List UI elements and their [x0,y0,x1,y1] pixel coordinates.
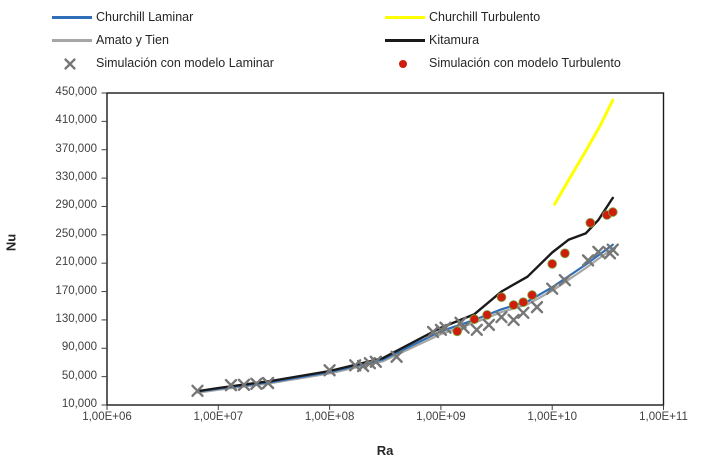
yellow-line-legend-icon [385,10,429,26]
x-marker [470,323,483,337]
legend-label: Simulación con modelo Laminar [96,56,274,71]
x-marker [356,359,370,373]
dot-marker [527,290,537,300]
x-marker [369,355,382,368]
x-marker [191,384,204,398]
plot-border [106,92,665,406]
legend-item-sim-turbulento: Simulación con modelo Turbulento [385,52,692,75]
dot-marker [518,297,529,308]
x-marker [323,364,336,377]
legend-label: Simulación con modelo Turbulento [429,56,621,71]
y-axis-title: Nu [3,233,19,252]
legend-label: Churchill Laminar [96,10,194,25]
x-marker [261,376,275,390]
x-marker [507,313,520,327]
x-marker [439,321,452,334]
legend-item-churchill-turbulento: Churchill Turbulento [385,6,692,29]
x-marker [390,350,403,363]
x-marker [546,282,559,295]
x-marker [592,245,605,259]
legend-item-churchill-laminar: Churchill Laminar [52,6,385,29]
x-marker [606,243,619,256]
chart-legend: Churchill Laminar Churchill Turbulento A… [52,6,692,75]
legend-label: Kitamura [429,33,480,48]
black-line-legend-icon [385,33,429,49]
x-marker [250,377,263,390]
dot-marker [585,218,596,228]
x-axis-title: Ra [376,443,394,458]
x-marker-legend-icon [52,56,96,72]
dot-marker [607,207,618,217]
dot-marker [508,300,519,310]
legend-item-amato-y-tien: Amato y Tien [52,29,385,52]
legend-item-sim-laminar: Simulación con modelo Laminar [52,52,385,75]
gray-line-legend-icon [52,33,96,49]
dot-marker [560,248,570,259]
x-marker [224,378,238,392]
x-marker [530,300,544,314]
blue-line-legend-icon [52,10,96,26]
dot-marker [452,326,463,337]
x-marker [454,316,467,329]
x-marker [517,306,530,320]
legend-label: Amato y Tien [96,33,169,48]
x-marker [558,274,572,287]
x-marker [237,378,251,391]
legend-label: Churchill Turbulento [429,10,541,25]
series-line-kitamura [196,196,614,393]
series-line-churchill-turbulento [553,98,615,206]
dot-marker [496,292,507,303]
series-line-amato-y-tien [196,247,614,394]
legend-item-kitamura: Kitamura [385,29,692,52]
dot-marker [547,259,557,269]
x-marker [495,310,508,324]
dot-marker [469,314,480,325]
x-marker [426,325,440,339]
red-dot-legend-icon [385,56,429,72]
x-marker [482,318,496,332]
x-marker [581,254,595,267]
dot-marker [482,310,492,320]
